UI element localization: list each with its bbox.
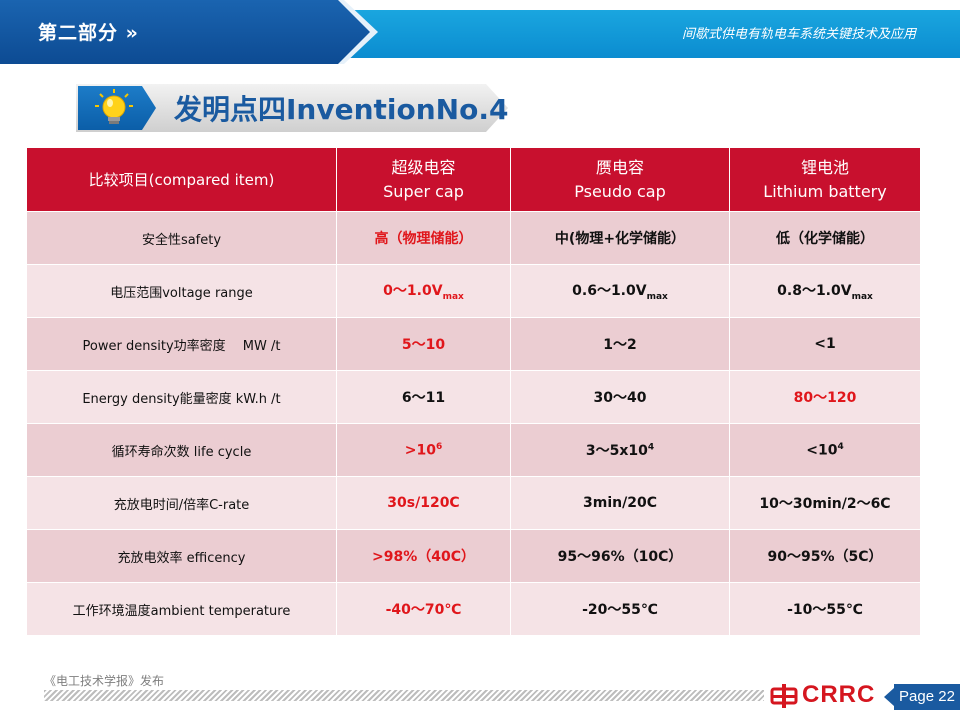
row-item: 电压范围voltage range bbox=[26, 264, 337, 318]
header-subtitle: 间歇式供电有轨电车系统关键技术及应用 bbox=[681, 27, 916, 42]
table-row: 循环寿命次数 life cycle >106 3～5x104 <104 bbox=[26, 423, 921, 477]
invention-title: 发明点四InventionNo.4 bbox=[174, 93, 509, 126]
table-header-row: 比较项目(compared item) 超级电容 Super cap 赝电容 P… bbox=[26, 147, 921, 212]
comparison-table: 比较项目(compared item) 超级电容 Super cap 赝电容 P… bbox=[26, 147, 921, 636]
cell-super-cap: >98%（40C） bbox=[336, 529, 511, 583]
crrc-logo-icon bbox=[770, 684, 798, 708]
row-item: 工作环境温度ambient temperature bbox=[26, 582, 337, 636]
crrc-logo-text: CRRC bbox=[802, 681, 876, 708]
table-row: 充放电效率 efficency >98%（40C） 95～96%（10C） 90… bbox=[26, 529, 921, 583]
cell-lithium: 90～95%（5C） bbox=[729, 529, 921, 583]
cell-super-cap: -40～70℃ bbox=[336, 582, 511, 636]
table-row: Power density功率密度 MW /t 5～10 1～2 <1 bbox=[26, 317, 921, 371]
row-item: 循环寿命次数 life cycle bbox=[26, 423, 337, 477]
double-chevron-right-icon: » bbox=[125, 22, 139, 44]
header-blue-band bbox=[300, 10, 960, 58]
cell-pseudo-cap: 30～40 bbox=[510, 370, 730, 424]
cell-super-cap: 5～10 bbox=[336, 317, 511, 371]
header-super-cap: 超级电容 Super cap bbox=[336, 147, 511, 212]
header-bar: 第二部分 » 间歇式供电有轨电车系统关键技术及应用 bbox=[0, 0, 960, 64]
cell-lithium: -10～55℃ bbox=[729, 582, 921, 636]
row-item: 充放电时间/倍率C-rate bbox=[26, 476, 337, 530]
cell-super-cap: 30s/120C bbox=[336, 476, 511, 530]
cell-lithium: 低（化学储能） bbox=[729, 211, 921, 265]
cell-pseudo-cap: 0.6～1.0Vmax bbox=[510, 264, 730, 318]
row-item: Energy density能量密度 kW.h /t bbox=[26, 370, 337, 424]
header-lithium-battery: 锂电池 Lithium battery bbox=[729, 147, 921, 212]
header-pseudo-cap: 赝电容 Pseudo cap bbox=[510, 147, 730, 212]
cell-lithium: 80～120 bbox=[729, 370, 921, 424]
cell-pseudo-cap: -20～55℃ bbox=[510, 582, 730, 636]
lightbulb-icon bbox=[95, 89, 133, 124]
table-row: Energy density能量密度 kW.h /t 6～11 30～40 80… bbox=[26, 370, 921, 424]
cell-pseudo-cap: 1～2 bbox=[510, 317, 730, 371]
header-compared-item: 比较项目(compared item) bbox=[26, 147, 337, 212]
cell-lithium: 10～30min/2～6C bbox=[729, 476, 921, 530]
table-row: 电压范围voltage range 0～1.0Vmax 0.6～1.0Vmax … bbox=[26, 264, 921, 318]
footer-stripe bbox=[44, 690, 764, 701]
row-item: 充放电效率 efficency bbox=[26, 529, 337, 583]
cell-super-cap: >106 bbox=[336, 423, 511, 477]
cell-lithium: 0.8～1.0Vmax bbox=[729, 264, 921, 318]
cell-pseudo-cap: 3～5x104 bbox=[510, 423, 730, 477]
cell-lithium: <1 bbox=[729, 317, 921, 371]
cell-pseudo-cap: 95～96%（10C） bbox=[510, 529, 730, 583]
page-number: Page 22 bbox=[894, 684, 960, 710]
cell-super-cap: 0～1.0Vmax bbox=[336, 264, 511, 318]
cell-lithium: <104 bbox=[729, 423, 921, 477]
row-item: 安全性safety bbox=[26, 211, 337, 265]
table-row: 安全性safety 高（物理储能） 中(物理+化学储能） 低（化学储能） bbox=[26, 211, 921, 265]
cell-super-cap: 高（物理储能） bbox=[336, 211, 511, 265]
source-note: 《电工技术学报》发布 bbox=[44, 674, 165, 688]
section-title: 第二部分 » bbox=[38, 22, 139, 44]
table-row: 充放电时间/倍率C-rate 30s/120C 3min/20C 10～30mi… bbox=[26, 476, 921, 530]
cell-super-cap: 6～11 bbox=[336, 370, 511, 424]
cell-pseudo-cap: 3min/20C bbox=[510, 476, 730, 530]
cell-pseudo-cap: 中(物理+化学储能） bbox=[510, 211, 730, 265]
header-section-arrow bbox=[0, 0, 370, 64]
table-row: 工作环境温度ambient temperature -40～70℃ -20～55… bbox=[26, 582, 921, 636]
row-item: Power density功率密度 MW /t bbox=[26, 317, 337, 371]
page-pointer bbox=[884, 688, 894, 706]
